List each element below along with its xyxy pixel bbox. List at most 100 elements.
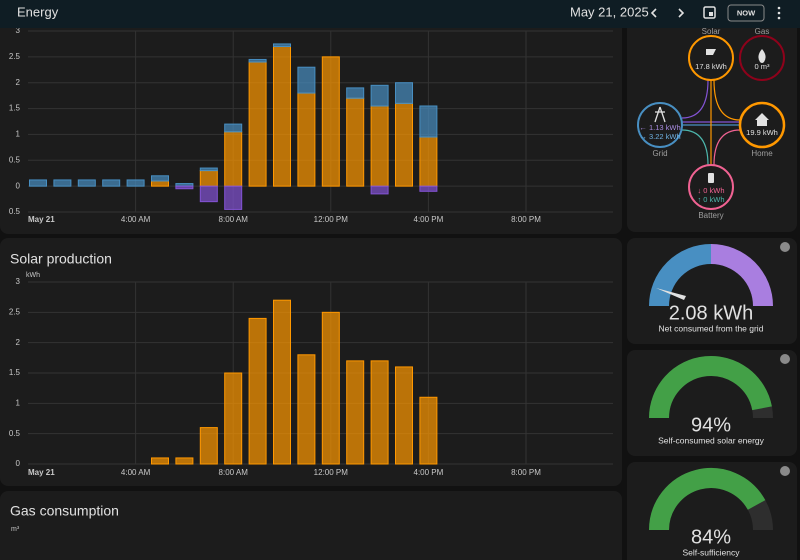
y-tick-label: 0.5 [9,429,21,438]
bar [175,457,194,465]
y-tick-label: 3 [16,277,21,286]
bar [151,457,169,465]
y-tick-label: 2 [16,78,21,87]
menu-button[interactable] [777,6,781,20]
y-tick-label: 0.5 [9,155,21,164]
bar-segment [321,56,340,187]
solar-icon [706,49,716,55]
y-axis-unit: kWh [26,272,40,279]
node-value: 19.9 kWh [746,128,778,137]
bar-segment [419,136,438,187]
gas-card [0,491,622,560]
grid-node [637,102,683,148]
gauge-value: 84% [691,526,731,548]
bar-segment [346,87,365,99]
bar-segment [395,82,413,104]
bar-segment [175,185,194,190]
menu-dot[interactable] [777,11,781,15]
gauge-consumed-arc [649,244,712,307]
node-value: 0 m³ [755,62,771,71]
bar-segment [273,46,291,187]
next-button[interactable] [678,8,685,18]
card-title: Solar production [10,251,112,267]
calendar-button[interactable] [703,6,716,19]
y-tick-label: 2.5 [9,52,21,61]
bar [199,427,218,465]
now-button-label[interactable]: NOW [737,8,756,17]
calendar-icon-dot[interactable] [709,12,713,16]
now-button[interactable] [727,4,765,22]
node-value: ← 1.13 kWh [639,123,680,132]
y-tick-label: 0 [16,459,21,468]
info-icon[interactable] [780,354,790,364]
bar-segment [29,179,47,187]
bar-segment [419,185,438,192]
bar-segment [224,123,243,133]
bar [248,317,267,465]
gauge-label: Net consumed from the grid [659,323,764,333]
x-tick-label: 12:00 PM [314,215,349,224]
app-header [0,0,800,28]
y-tick-label: 1 [16,130,21,139]
menu-dot[interactable] [777,6,781,10]
bar-segment [126,179,145,187]
solar-node [688,35,734,81]
x-tick-label: 4:00 AM [121,215,151,224]
gauge-value: 94% [691,414,731,436]
bar-segment [199,167,218,172]
bar [297,354,316,465]
y-tick-label: 1 [16,398,21,407]
y-tick-label: 2.5 [9,307,21,316]
grid-battery-flow [681,129,709,166]
node-value: ↑ 0 kWh [697,195,724,204]
node-value: → 3.22 kWh [639,132,680,141]
bar-segment [53,179,72,187]
bar-segment [151,180,169,187]
node-label: Solar [702,27,721,36]
menu-dot[interactable] [777,16,781,20]
bar [273,299,291,465]
info-icon[interactable] [780,242,790,252]
y-tick-label: 0.5 [9,207,21,216]
info-icon[interactable] [780,466,790,476]
bar-segment [370,84,389,107]
bar-segment [224,131,243,187]
bar-segment [199,170,218,187]
bar [370,360,389,465]
bar [224,372,243,465]
home-icon [755,113,769,126]
x-tick-label: 8:00 PM [511,215,541,224]
bar-segment [419,105,438,138]
x-tick-label: 12:00 PM [314,468,349,477]
flows [681,79,741,166]
calendar-icon[interactable] [703,6,716,19]
x-tick-label: 4:00 AM [121,468,151,477]
battery-node [688,164,734,210]
gauge-needle [656,288,686,300]
bar-segment [297,66,316,94]
solar-grid-flow [681,79,709,119]
gauge-arc [649,468,766,531]
battery-icon [708,173,714,183]
x-tick-label: 8:00 AM [219,468,249,477]
bar-segment [199,185,218,203]
bar [395,366,413,465]
node-value: 17.8 kWh [695,62,727,71]
bar-segment [77,179,96,187]
y-tick-label: 2 [16,338,21,347]
x-tick-label: 4:00 PM [414,468,444,477]
y-axis-unit: m³ [11,526,20,533]
solar-home-flow [713,79,741,121]
node-label: Home [751,149,773,158]
bar [321,311,340,465]
gas-icon [758,49,766,63]
y-tick-label: 1.5 [9,104,21,113]
x-tick-label: 8:00 AM [219,215,249,224]
gauge-value: 2.08 kWh [669,302,753,324]
bar-segment [370,185,389,195]
node-label: Grid [652,149,667,158]
bar-segment [370,105,389,187]
prev-button[interactable] [650,8,657,18]
